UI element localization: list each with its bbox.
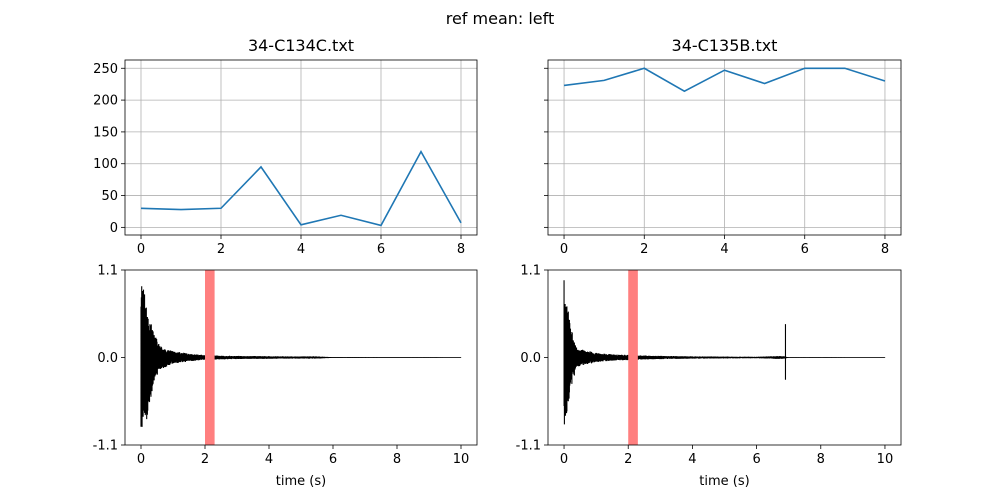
y-tick-label: 250 [93,62,118,77]
x-tick-label: 6 [752,452,760,467]
x-tick-label: 2 [624,452,632,467]
subplot-title: 34-C134C.txt [248,36,354,55]
x-tick-label: 8 [881,242,889,257]
waveform-trace [140,286,462,427]
waveform-trace [563,280,886,425]
subplot-1: 34-C134C.txt 0 2 4 6 8 0 50 100 150 200 250 [93,36,478,257]
x-tick-label: 6 [377,242,385,257]
y-tick-label: -1.1 [516,439,541,454]
subplot-3: 0 2 4 6 8 10 -1.1 0.0 1.1 time (s) [93,264,478,489]
x-tick-label: 4 [688,452,696,467]
x-tick-label: 4 [297,242,305,257]
x-tick-label: 0 [137,452,145,467]
subplot-title: 34-C135B.txt [672,36,778,55]
x-tick-label: 0 [560,242,568,257]
x-axis-label: time (s) [699,474,749,489]
y-tick-label: 0 [110,221,118,236]
y-tick-label: 50 [101,189,118,204]
x-tick-label: 4 [265,452,273,467]
x-tick-label: 0 [560,452,568,467]
x-tick-label: 2 [217,242,225,257]
x-tick-label: 0 [137,242,145,257]
x-axis-label: time (s) [276,474,326,489]
figure-suptitle: ref mean: left [446,9,555,28]
axes-frame [547,59,902,236]
series-line-1 [563,67,886,93]
y-tick-label: 0.0 [520,351,541,366]
x-tick-label: 6 [329,452,337,467]
y-tick-label: 150 [93,125,118,140]
y-tick-label: 0.0 [97,351,118,366]
y-tick-label: 100 [93,157,118,172]
y-tick-label: 1.1 [97,264,118,279]
reference-window-highlight [628,270,638,445]
axes-frame [124,269,478,446]
x-tick-label: 10 [877,452,894,467]
reference-window-highlight [205,270,215,445]
y-tick-label: 200 [93,94,118,109]
subplot-2: 34-C135B.txt 0 2 4 6 8 [544,36,902,257]
series-line-1 [140,149,462,227]
x-tick-label: 2 [640,242,648,257]
x-tick-label: 2 [201,452,209,467]
x-tick-label: 6 [801,242,809,257]
subplot-4: 0 2 4 6 8 10 -1.1 0.0 1.1 time (s) [516,264,902,489]
x-tick-label: 8 [393,452,401,467]
axes-frame [547,269,902,446]
y-tick-label: -1.1 [93,439,118,454]
x-tick-label: 4 [720,242,728,257]
y-tick-label: 1.1 [520,264,541,279]
axes-frame [124,59,478,236]
x-tick-label: 8 [817,452,825,467]
x-tick-label: 10 [453,452,470,467]
x-tick-label: 8 [457,242,465,257]
